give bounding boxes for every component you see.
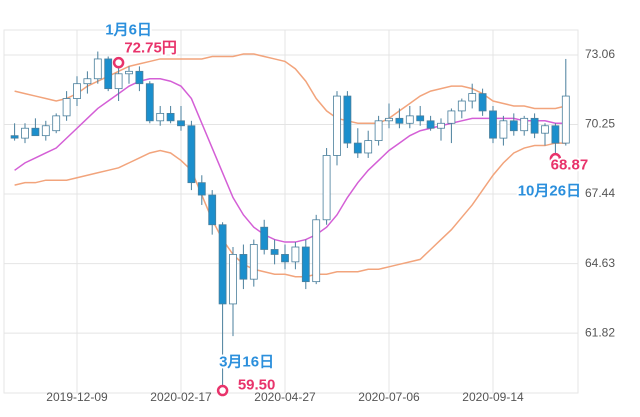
candle-body xyxy=(541,125,549,134)
annotation-marker xyxy=(549,152,562,165)
candle-body xyxy=(478,93,487,112)
x-tick-label: 2020-04-27 xyxy=(254,390,316,404)
candle-body xyxy=(83,78,92,85)
candle-body xyxy=(333,95,341,156)
candle-body xyxy=(447,110,456,124)
candle-body xyxy=(353,142,362,154)
candle-body xyxy=(385,117,393,122)
candle-body xyxy=(114,73,123,90)
candle-body xyxy=(405,115,414,124)
candle-body xyxy=(197,182,206,196)
candle-body xyxy=(62,98,71,117)
candle-body xyxy=(301,246,310,283)
candle-body xyxy=(52,115,61,132)
candle-body xyxy=(166,112,175,122)
x-tick-label: 2019-12-09 xyxy=(46,390,108,404)
x-tick-label: 2020-09-14 xyxy=(462,390,524,404)
y-tick-label: 67.44 xyxy=(585,186,615,200)
annotation-value: 72.75円 xyxy=(124,40,177,57)
annotation-marker xyxy=(216,384,229,397)
candle-body xyxy=(561,95,570,144)
x-tick-label: 2020-07-06 xyxy=(358,390,420,404)
candle-body xyxy=(41,125,50,137)
candle-body xyxy=(374,120,383,142)
candle-body xyxy=(291,246,300,263)
candle-body xyxy=(312,219,321,283)
y-tick-label: 64.63 xyxy=(585,256,615,270)
candle-body xyxy=(73,83,81,99)
annotation-date: 10月26日 xyxy=(518,183,581,200)
y-tick-label: 73.06 xyxy=(585,47,615,61)
candle-body xyxy=(520,117,529,132)
candle-body xyxy=(125,70,133,75)
candle-body xyxy=(322,155,331,221)
candle-body xyxy=(218,224,227,305)
candle-body xyxy=(343,95,352,144)
annotation-value: 68.87 xyxy=(551,157,589,174)
candle-body xyxy=(21,127,29,139)
candle-body xyxy=(31,127,40,137)
candle-body xyxy=(145,83,154,122)
candle-body xyxy=(364,140,373,154)
annotation-date: 3月16日 xyxy=(219,353,274,370)
candle-body xyxy=(93,58,102,80)
band-line xyxy=(14,142,566,278)
candle-body xyxy=(489,110,497,139)
x-tick-label: 2020-02-17 xyxy=(150,390,212,404)
annotation-marker xyxy=(112,56,125,69)
annotation-date: 1月6日 xyxy=(105,22,152,39)
annotation-value: 59.50 xyxy=(238,376,276,393)
candle-body xyxy=(551,125,560,144)
candle-body xyxy=(10,135,19,139)
candle-body xyxy=(416,115,425,122)
candle-body xyxy=(530,117,539,134)
candle-body xyxy=(270,249,279,255)
candle-body xyxy=(187,125,196,184)
candle-body xyxy=(426,120,435,129)
candle-body xyxy=(499,120,508,139)
candle-body xyxy=(468,93,477,102)
y-tick-label: 70.25 xyxy=(585,117,615,131)
band-line xyxy=(14,77,566,243)
candle-body xyxy=(395,117,404,124)
candle-body xyxy=(239,254,248,280)
candle-body xyxy=(229,254,237,305)
candle-body xyxy=(177,120,185,127)
candle-body xyxy=(457,100,466,112)
candle-body xyxy=(281,254,289,263)
candle-body xyxy=(208,194,217,226)
candle-body xyxy=(135,70,144,85)
candle-body xyxy=(260,226,269,250)
candle-body xyxy=(509,120,518,132)
candle-body xyxy=(104,58,113,90)
candle-body xyxy=(249,244,258,280)
y-tick-label: 61.82 xyxy=(585,325,615,339)
candle-body xyxy=(156,112,165,122)
candle-body xyxy=(437,122,445,129)
